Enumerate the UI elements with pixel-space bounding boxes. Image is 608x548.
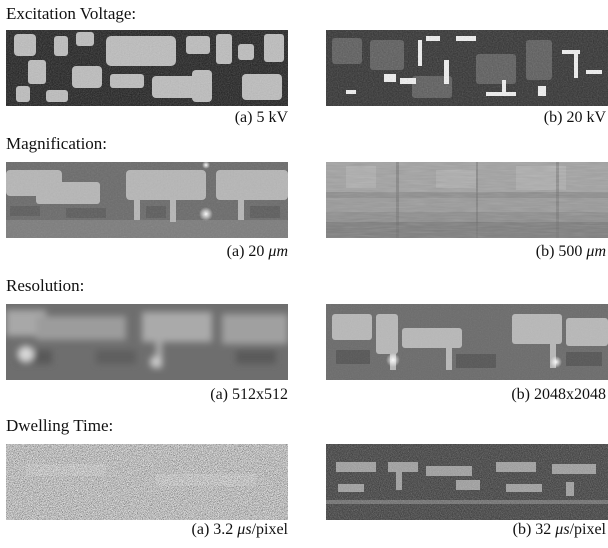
caption-3-2us: (a) 3.2 μs/pixel xyxy=(191,521,288,538)
sem-image-5kv xyxy=(6,30,288,106)
section-title-magnification: Magnification: xyxy=(6,134,108,153)
caption-20kv: (b) 20 kV xyxy=(543,109,606,126)
sem-image-20um xyxy=(6,162,288,238)
sem-image-2048x2048 xyxy=(326,304,608,380)
sem-image-20kv xyxy=(326,30,608,106)
section-title-resolution: Resolution: xyxy=(6,276,85,295)
caption-512x512: (a) 512x512 xyxy=(210,386,288,403)
sem-image-512x512 xyxy=(6,304,288,380)
section-title-excitation-voltage: Excitation Voltage: xyxy=(6,4,137,23)
sem-image-500um xyxy=(326,162,608,238)
caption-20um: (a) 20 μm xyxy=(226,243,288,260)
caption-2048x2048: (b) 2048x2048 xyxy=(511,386,606,403)
caption-32us: (b) 32 μs/pixel xyxy=(512,521,606,538)
sem-image-3-2us xyxy=(6,444,288,520)
section-title-dwelling-time: Dwelling Time: xyxy=(6,416,114,435)
sem-image-32us xyxy=(326,444,608,520)
caption-500um: (b) 500 μm xyxy=(535,243,606,260)
caption-5kv: (a) 5 kV xyxy=(234,109,288,126)
